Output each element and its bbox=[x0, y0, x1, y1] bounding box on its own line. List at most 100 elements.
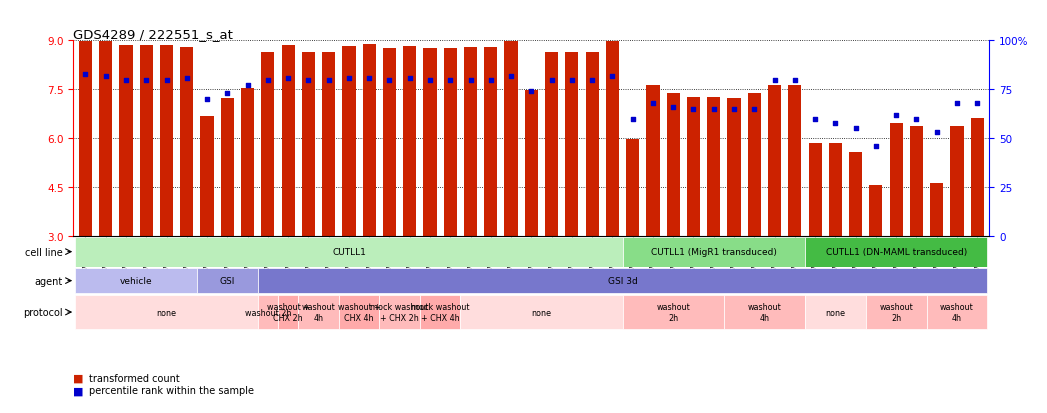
Text: vehicle: vehicle bbox=[119, 276, 153, 285]
Bar bbox=[585, 53, 599, 236]
Bar bbox=[829, 144, 842, 236]
Text: agent: agent bbox=[35, 276, 63, 286]
Text: protocol: protocol bbox=[23, 307, 63, 317]
Point bbox=[827, 120, 844, 126]
Text: mock washout
+ CHX 2h: mock washout + CHX 2h bbox=[371, 303, 429, 322]
Bar bbox=[808, 144, 822, 236]
Bar bbox=[339, 295, 379, 330]
Text: percentile rank within the sample: percentile rank within the sample bbox=[89, 385, 254, 395]
Text: washout
4h: washout 4h bbox=[940, 303, 974, 322]
Point bbox=[908, 116, 925, 123]
Point bbox=[483, 77, 499, 83]
Bar bbox=[890, 124, 903, 236]
Bar bbox=[279, 295, 298, 330]
Point bbox=[543, 77, 560, 83]
Bar bbox=[723, 295, 805, 330]
Bar bbox=[420, 295, 461, 330]
Bar bbox=[258, 295, 279, 330]
Bar bbox=[262, 53, 274, 236]
Text: none: none bbox=[825, 308, 845, 317]
Point bbox=[929, 130, 945, 136]
Text: ■: ■ bbox=[73, 385, 84, 395]
Point bbox=[77, 71, 94, 78]
Point bbox=[665, 104, 682, 111]
Point bbox=[766, 77, 783, 83]
Point bbox=[138, 77, 155, 83]
Bar bbox=[805, 295, 866, 330]
Bar bbox=[342, 47, 356, 236]
Point bbox=[381, 77, 398, 83]
Bar bbox=[75, 268, 197, 294]
Text: none: none bbox=[156, 308, 177, 317]
Bar bbox=[298, 295, 339, 330]
Point bbox=[199, 97, 216, 103]
Text: washout 2h: washout 2h bbox=[245, 308, 291, 317]
Text: washout
2h: washout 2h bbox=[656, 303, 690, 322]
Point bbox=[239, 83, 255, 90]
Bar bbox=[971, 119, 984, 236]
Point bbox=[280, 75, 296, 82]
Bar bbox=[139, 46, 153, 236]
Bar bbox=[626, 140, 640, 236]
Point bbox=[422, 77, 439, 83]
Text: GDS4289 / 222551_s_at: GDS4289 / 222551_s_at bbox=[73, 28, 233, 41]
Bar bbox=[623, 295, 723, 330]
Bar bbox=[768, 86, 781, 236]
Point bbox=[401, 75, 418, 82]
Point bbox=[624, 116, 641, 123]
Bar bbox=[866, 295, 927, 330]
Point bbox=[462, 77, 478, 83]
Text: ■: ■ bbox=[73, 373, 84, 383]
Bar bbox=[282, 46, 294, 236]
Bar bbox=[75, 295, 258, 330]
Bar bbox=[910, 126, 923, 236]
Bar bbox=[160, 46, 173, 236]
Text: transformed count: transformed count bbox=[89, 373, 180, 383]
Text: none: none bbox=[532, 308, 552, 317]
Bar bbox=[565, 53, 579, 236]
Text: washout
4h: washout 4h bbox=[748, 303, 781, 322]
Bar bbox=[444, 49, 456, 236]
Bar bbox=[748, 94, 761, 236]
Bar bbox=[525, 91, 538, 236]
Bar bbox=[197, 268, 258, 294]
Bar bbox=[667, 94, 680, 236]
Text: washout
2h: washout 2h bbox=[879, 303, 913, 322]
Bar bbox=[322, 53, 335, 236]
Point bbox=[340, 75, 357, 82]
Bar bbox=[646, 86, 660, 236]
Point bbox=[503, 73, 519, 80]
Point bbox=[847, 126, 864, 133]
Bar bbox=[505, 42, 517, 236]
Bar bbox=[241, 88, 254, 236]
Point bbox=[949, 100, 965, 107]
Point bbox=[158, 77, 175, 83]
Bar bbox=[200, 117, 214, 236]
Bar bbox=[484, 48, 497, 236]
Bar bbox=[75, 237, 623, 267]
Bar bbox=[849, 152, 863, 236]
Point bbox=[868, 143, 885, 150]
Bar bbox=[623, 237, 805, 267]
Point bbox=[178, 75, 195, 82]
Point bbox=[219, 91, 236, 97]
Point bbox=[968, 100, 985, 107]
Text: CUTLL1: CUTLL1 bbox=[332, 247, 365, 256]
Point bbox=[726, 106, 742, 113]
Bar bbox=[930, 184, 943, 236]
Text: GSI 3d: GSI 3d bbox=[607, 276, 638, 285]
Bar bbox=[728, 99, 740, 236]
Point bbox=[685, 106, 701, 113]
Bar bbox=[545, 53, 558, 236]
Bar bbox=[606, 42, 619, 236]
Bar bbox=[258, 268, 987, 294]
Point bbox=[117, 77, 134, 83]
Bar bbox=[927, 295, 987, 330]
Bar bbox=[423, 49, 437, 236]
Bar bbox=[180, 48, 194, 236]
Bar bbox=[805, 237, 987, 267]
Bar bbox=[302, 53, 315, 236]
Point bbox=[645, 100, 662, 107]
Point bbox=[604, 73, 621, 80]
Text: washout
4h: washout 4h bbox=[302, 303, 335, 322]
